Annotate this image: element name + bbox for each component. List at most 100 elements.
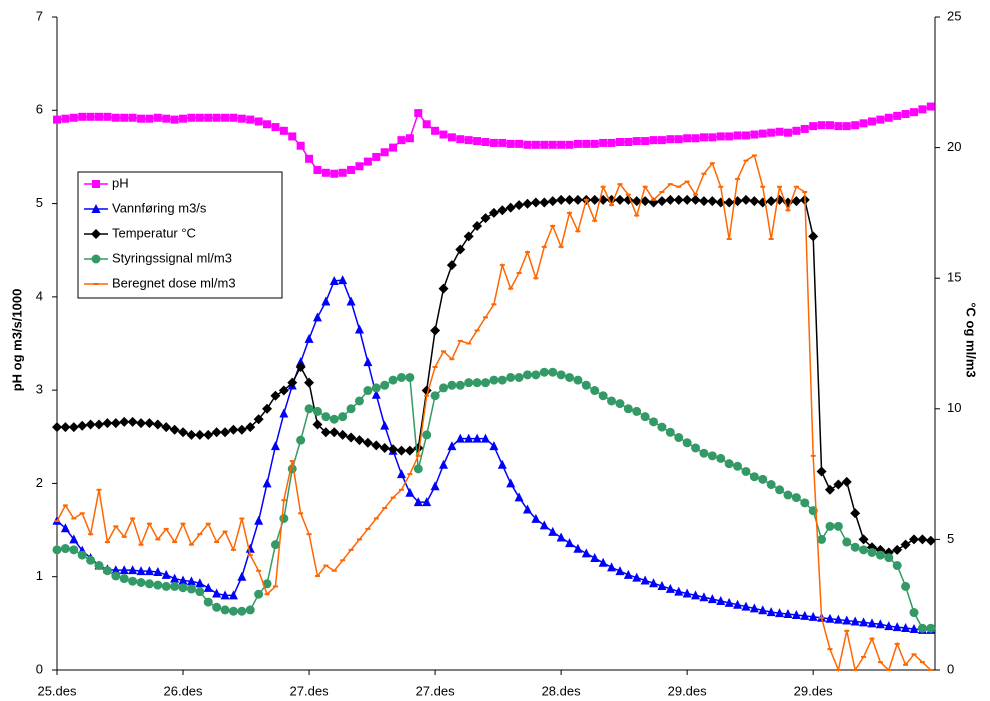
marker — [363, 386, 373, 396]
x-tick-label: 29.des — [794, 683, 834, 698]
marker — [749, 472, 759, 482]
x-tick-label: 28.des — [542, 683, 582, 698]
marker — [295, 362, 306, 373]
marker — [456, 135, 465, 144]
marker — [447, 441, 457, 451]
marker — [304, 377, 315, 388]
marker — [917, 623, 927, 633]
marker — [111, 565, 121, 575]
marker — [531, 140, 540, 149]
marker — [312, 419, 323, 430]
series-line — [56, 279, 931, 631]
marker — [657, 136, 666, 145]
marker — [674, 135, 683, 144]
marker — [253, 414, 264, 425]
marker — [245, 543, 255, 553]
marker — [92, 180, 100, 188]
marker — [892, 544, 903, 555]
marker — [775, 608, 785, 618]
marker — [388, 444, 399, 455]
marker — [153, 567, 163, 577]
legend-label: Styringssignal ml/m3 — [112, 250, 232, 265]
marker — [926, 102, 935, 111]
marker — [464, 433, 474, 443]
marker — [908, 534, 919, 545]
marker — [455, 433, 465, 443]
marker — [656, 196, 667, 207]
marker — [674, 586, 684, 596]
marker — [884, 621, 894, 631]
marker — [523, 140, 532, 149]
marker — [607, 138, 616, 147]
marker — [195, 578, 205, 588]
y2-tick-label: 0 — [947, 661, 954, 676]
marker — [859, 119, 868, 128]
marker — [229, 113, 238, 122]
marker — [859, 545, 869, 555]
marker — [321, 296, 331, 306]
marker — [254, 117, 263, 126]
marker — [480, 433, 490, 443]
marker — [270, 441, 280, 451]
marker — [103, 112, 112, 121]
marker — [371, 440, 382, 451]
marker — [909, 623, 919, 633]
marker — [287, 377, 298, 388]
marker — [94, 419, 105, 430]
marker — [590, 553, 600, 563]
marker — [791, 493, 801, 503]
marker — [228, 606, 238, 616]
marker — [153, 580, 163, 590]
marker — [682, 438, 692, 448]
marker — [236, 424, 247, 435]
marker — [203, 429, 214, 440]
marker — [85, 419, 96, 430]
series — [53, 102, 935, 178]
marker — [540, 140, 549, 149]
marker — [91, 229, 101, 239]
marker — [464, 136, 473, 145]
marker — [128, 113, 137, 122]
marker — [211, 427, 222, 438]
marker — [523, 504, 533, 514]
marker — [330, 169, 339, 178]
legend-label: Vannføring m3/s — [112, 200, 207, 215]
marker — [833, 521, 843, 531]
marker — [825, 521, 835, 531]
marker — [926, 623, 936, 633]
marker — [858, 534, 869, 545]
marker — [698, 196, 709, 207]
marker — [505, 202, 516, 213]
marker — [279, 408, 289, 418]
marker — [573, 543, 583, 553]
marker — [825, 613, 835, 623]
marker — [598, 391, 608, 401]
marker — [279, 514, 289, 524]
marker — [102, 566, 112, 576]
marker — [329, 414, 339, 424]
marker — [178, 427, 189, 438]
marker — [859, 617, 869, 627]
y-tick-label: 1 — [36, 568, 43, 583]
marker — [691, 443, 701, 453]
marker — [842, 537, 852, 547]
marker — [649, 417, 659, 427]
marker — [78, 112, 87, 121]
marker — [489, 375, 499, 385]
marker — [800, 610, 810, 620]
marker — [740, 194, 751, 205]
marker — [212, 588, 222, 598]
marker — [623, 404, 633, 414]
marker — [842, 122, 851, 131]
marker — [212, 113, 221, 122]
marker — [842, 615, 852, 625]
marker — [875, 550, 885, 560]
marker — [514, 492, 524, 502]
marker — [413, 464, 423, 474]
marker — [766, 196, 777, 207]
marker — [750, 130, 759, 139]
marker — [624, 138, 633, 147]
x-tick-label: 27.des — [416, 683, 456, 698]
marker — [791, 196, 802, 207]
marker — [758, 605, 768, 615]
